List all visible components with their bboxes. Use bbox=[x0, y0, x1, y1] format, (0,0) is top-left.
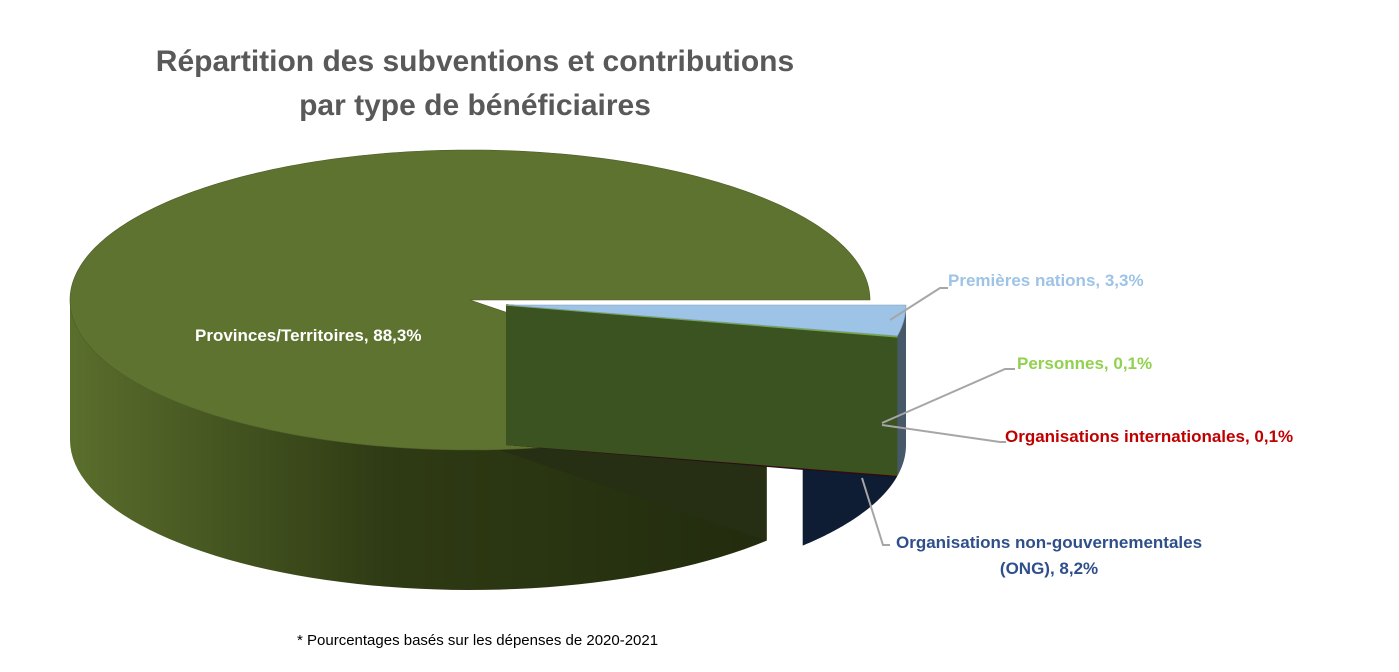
pie-side-premieres-nations bbox=[897, 305, 906, 476]
data-label-premieres-nations: Premières nations, 3,3% bbox=[948, 271, 1144, 290]
data-label-personnes: Personnes, 0,1% bbox=[1017, 354, 1153, 373]
data-label-ong-line2: (ONG), 8,2% bbox=[999, 559, 1099, 578]
data-label-ong: Organisations non-gouvernementales (ONG)… bbox=[896, 530, 1202, 582]
chart-title-line2: par type de bénéficiaires bbox=[299, 89, 651, 122]
data-label-ong-line1: Organisations non-gouvernementales bbox=[896, 533, 1203, 552]
data-label-provinces: Provinces/Territoires, 88,3% bbox=[195, 326, 422, 345]
pie-cut-face-personnes bbox=[506, 305, 898, 476]
data-label-organisations-internationales: Organisations internationales, 0,1% bbox=[1005, 427, 1294, 446]
pie-slice-premieres-nations bbox=[505, 304, 907, 337]
leader-line-ong bbox=[861, 477, 890, 546]
leader-line-personnes bbox=[881, 368, 1015, 424]
leader-line-organisations-internationales bbox=[881, 424, 1006, 443]
footnote: * Pourcentages basés sur les dépenses de… bbox=[297, 632, 659, 649]
chart-title: Répartition des subventions et contribut… bbox=[100, 40, 850, 128]
leader-line-premieres-nations bbox=[889, 287, 948, 321]
pie-side-provinces-territoires bbox=[70, 300, 767, 590]
chart-title-line1: Répartition des subventions et contribut… bbox=[155, 45, 795, 78]
